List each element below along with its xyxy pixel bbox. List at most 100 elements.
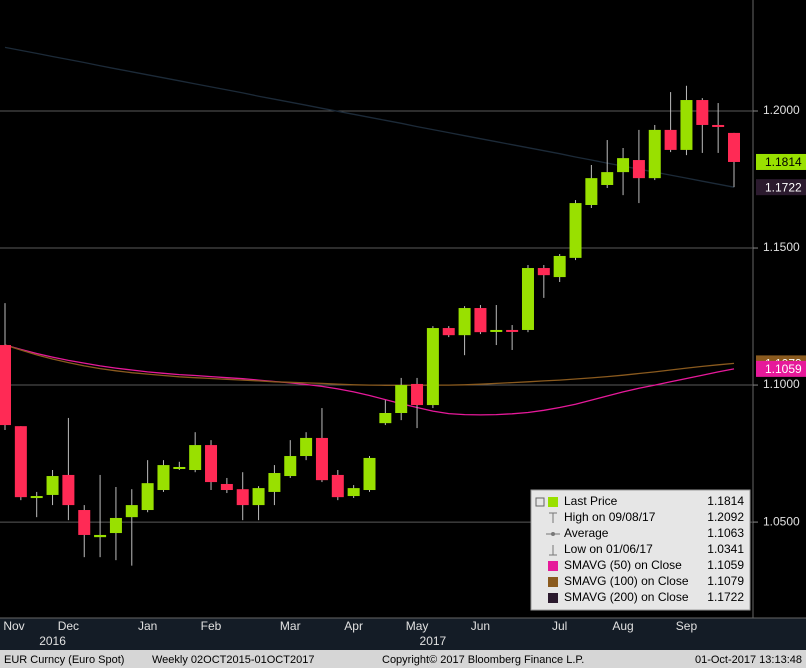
- footer-copyright: Copyright© 2017 Bloomberg Finance L.P.: [382, 654, 584, 666]
- legend-icon: [551, 532, 555, 536]
- last-value-tag: [756, 360, 806, 377]
- x-tick-label: Sep: [676, 619, 698, 633]
- candle-body: [220, 483, 233, 491]
- candle-body: [62, 474, 75, 506]
- footer-timestamp: 01-Oct-2017 13:13:48: [695, 654, 802, 666]
- footer-bar: [0, 650, 806, 668]
- legend-label: Last Price: [564, 494, 618, 508]
- footer-security: EUR Curncy (Euro Spot): [4, 654, 124, 666]
- candle-body: [189, 445, 202, 471]
- x-year-label: 2016: [39, 634, 66, 648]
- x-tick-label: Mar: [280, 619, 301, 633]
- candle-body: [474, 308, 487, 333]
- last-value-label: 1.1722: [765, 180, 802, 194]
- candle-body: [648, 129, 661, 179]
- x-tick-label: Jul: [552, 619, 567, 633]
- candle-body: [347, 488, 360, 497]
- last-value-tag: [756, 179, 806, 196]
- moving-average-line: [4, 344, 735, 416]
- plot-area: [0, 46, 753, 566]
- candle-body: [205, 445, 218, 483]
- candle-body: [14, 426, 27, 498]
- x-tick-label: May: [406, 619, 429, 633]
- candle-body: [553, 255, 566, 278]
- legend-label: SMAVG (200) on Close: [564, 590, 689, 604]
- legend-swatch: [548, 593, 558, 603]
- candle-body: [601, 172, 614, 185]
- y-tick-label: 1.1500: [763, 240, 800, 254]
- legend-label: Average: [564, 526, 609, 540]
- candle-body: [173, 466, 186, 469]
- candle-body: [109, 517, 122, 534]
- candle-body: [252, 488, 265, 506]
- candle-body: [490, 329, 503, 332]
- candle-body: [585, 178, 598, 205]
- candle-body: [664, 129, 677, 150]
- candle-body: [125, 505, 138, 518]
- legend-expander: [535, 497, 545, 507]
- candle-body: [363, 457, 376, 491]
- candle-body: [632, 160, 645, 179]
- legend-swatch: [548, 497, 558, 507]
- moving-average-line: [4, 46, 735, 188]
- x-year-label: 2017: [420, 634, 447, 648]
- candle-body: [46, 476, 59, 495]
- candle-body: [315, 437, 328, 481]
- candle-body: [0, 345, 11, 426]
- legend-label: SMAVG (100) on Close: [564, 574, 689, 588]
- candle-body: [284, 456, 297, 477]
- candle-body: [268, 473, 281, 492]
- candle-body: [458, 308, 471, 336]
- candle-body: [236, 489, 249, 506]
- candle-body: [30, 496, 43, 499]
- candle-body: [617, 158, 630, 173]
- legend: Last Price 1.1814 High on 09/08/17 1.2092 Av…: [530, 489, 751, 611]
- candle-body: [680, 100, 693, 150]
- candle-body: [728, 132, 740, 162]
- candle-body: [411, 383, 424, 406]
- x-tick-label: Feb: [201, 619, 222, 633]
- legend-swatch: [548, 561, 558, 571]
- legend-value: 1.1814: [707, 494, 744, 508]
- candle-body: [78, 510, 91, 535]
- candle-body: [426, 328, 439, 406]
- legend-value: 1.0341: [707, 542, 744, 556]
- candle-body: [506, 329, 519, 332]
- candle-body: [300, 437, 313, 457]
- y-tick-label: 1.1000: [763, 377, 800, 391]
- footer-range: Weekly 02OCT2015-01OCT2017: [152, 654, 314, 666]
- candle-body: [141, 483, 154, 511]
- moving-average-line: [4, 344, 735, 386]
- legend-label: Low on 01/06/17: [564, 542, 653, 556]
- x-tick-label: Aug: [612, 619, 633, 633]
- candle-body: [379, 413, 392, 424]
- candle-body: [157, 465, 170, 491]
- candle-body: [537, 268, 550, 276]
- legend-value: 1.1722: [707, 590, 744, 604]
- y-tick-label: 1.0500: [763, 514, 800, 528]
- candle-body: [442, 328, 455, 336]
- last-value-label: 1.1059: [765, 362, 802, 376]
- x-tick-label: Dec: [58, 619, 79, 633]
- x-tick-label: Nov: [3, 619, 24, 633]
- candle-body: [94, 534, 107, 538]
- legend-label: SMAVG (50) on Close: [564, 558, 682, 572]
- x-tick-label: Apr: [344, 619, 363, 633]
- last-value-label: 1.1814: [765, 155, 802, 169]
- legend-value: 1.1079: [707, 574, 744, 588]
- candle-body: [521, 268, 534, 330]
- x-tick-label: Jan: [138, 619, 157, 633]
- legend-swatch: [548, 577, 558, 587]
- legend-box: [530, 489, 751, 611]
- y-tick-label: 1.2000: [763, 103, 800, 117]
- legend-value: 1.1059: [707, 558, 744, 572]
- candle-body: [712, 124, 725, 127]
- last-value-tag: [756, 153, 806, 170]
- candle-body: [696, 100, 709, 125]
- x-tick-label: Jun: [471, 619, 490, 633]
- candle-body: [331, 474, 344, 498]
- legend-label: High on 09/08/17: [564, 510, 656, 524]
- legend-value: 1.2092: [707, 510, 744, 524]
- legend-value: 1.1063: [707, 526, 744, 540]
